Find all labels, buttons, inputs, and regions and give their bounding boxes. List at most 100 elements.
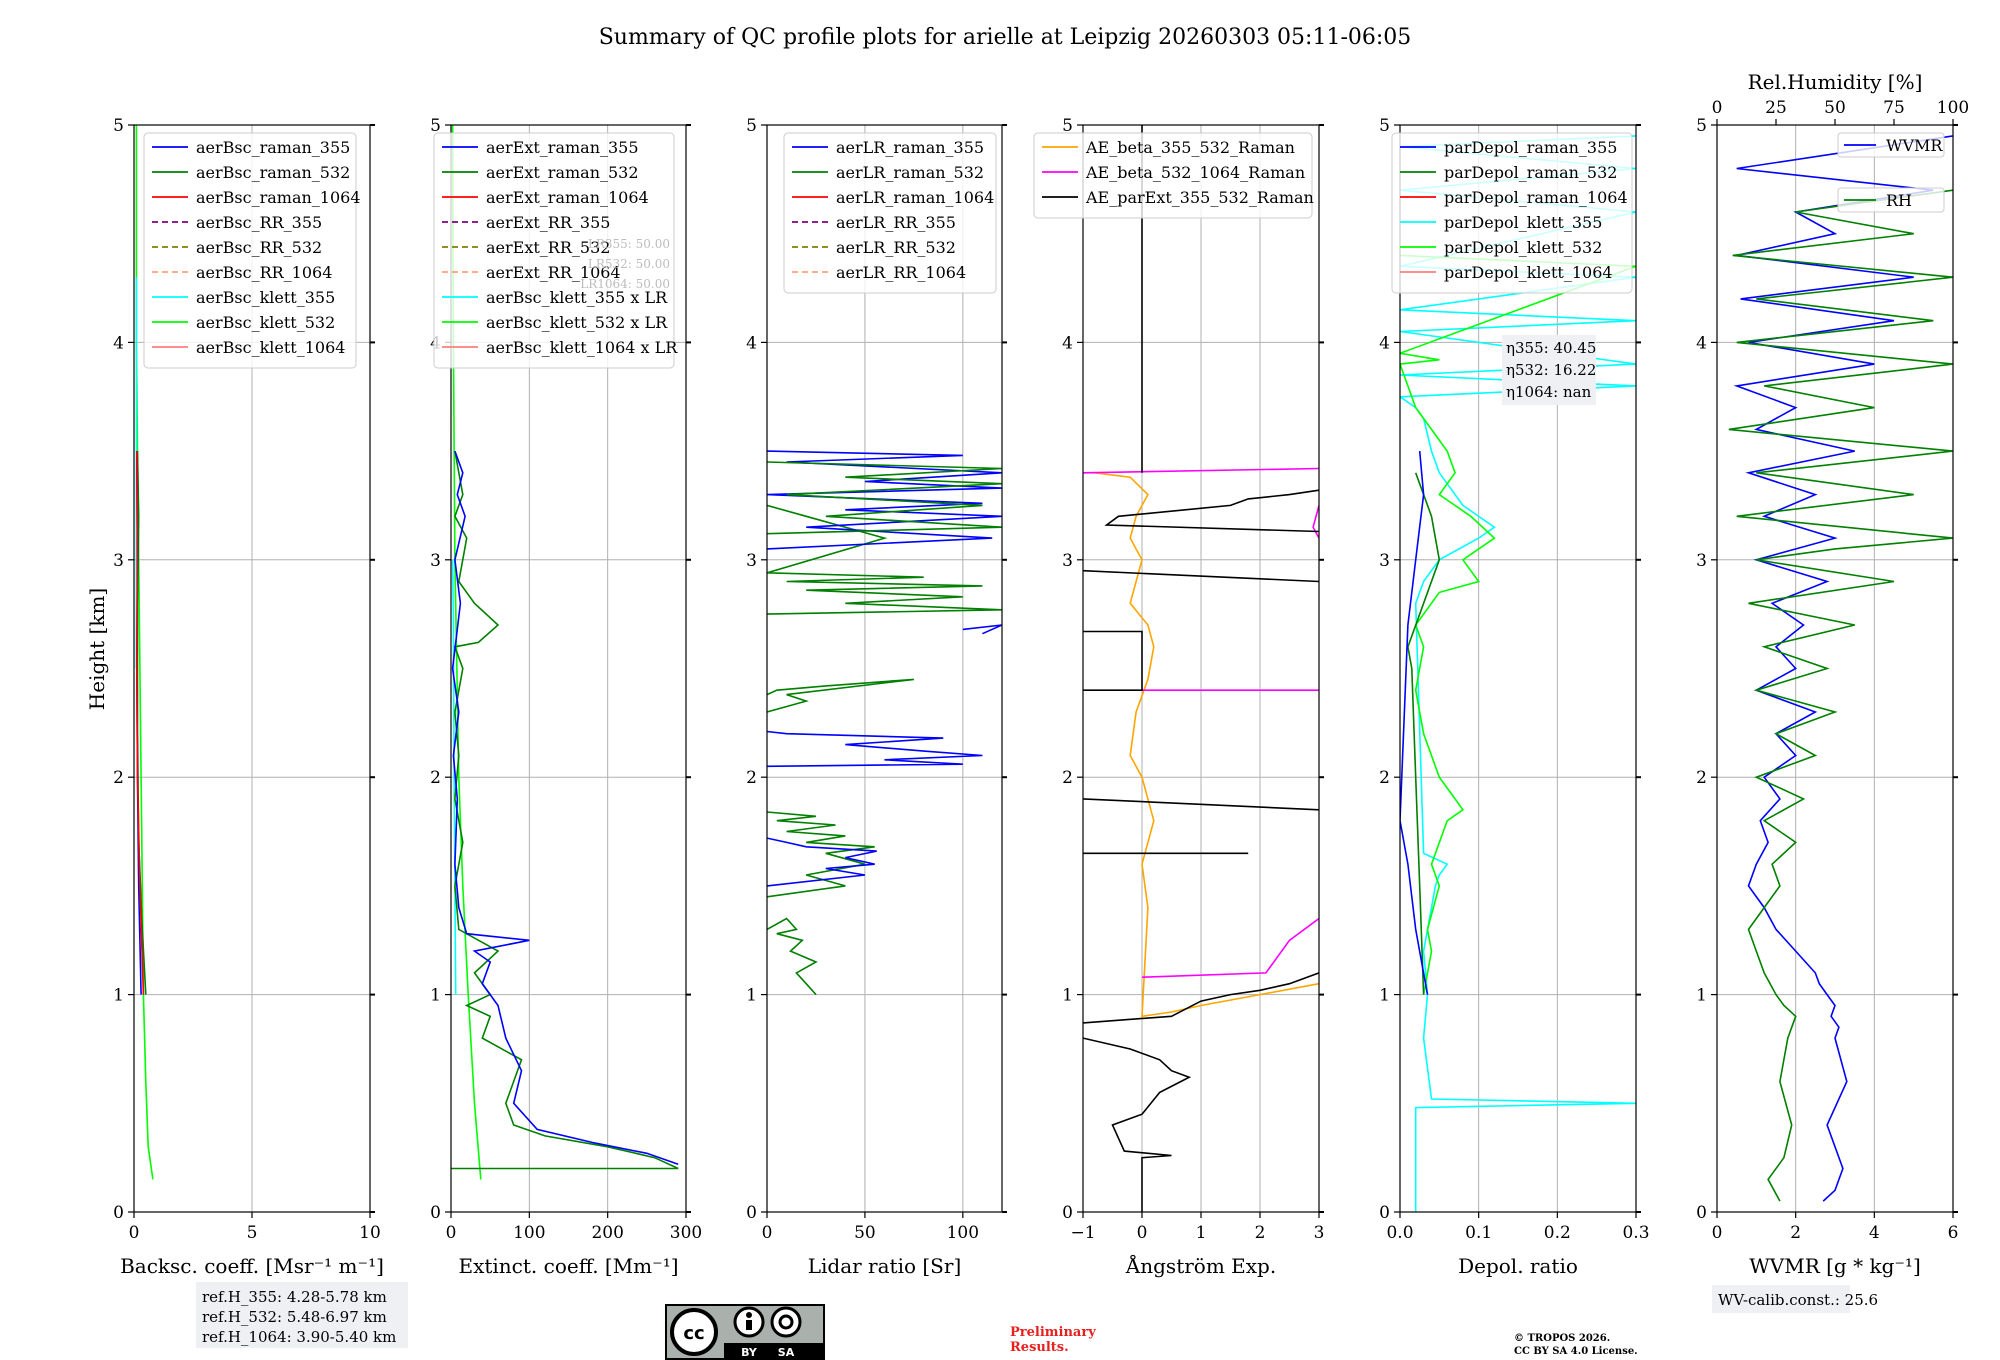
lr-annotation: LR355: 50.00: [588, 237, 670, 251]
y-tick-label: 4: [746, 333, 757, 353]
legend-entry: aerExt_RR_355: [486, 213, 610, 232]
legend-lr: aerLR_raman_355 aerLR_raman_532 aerLR_rama…: [783, 132, 997, 294]
preliminary-line2: Results.: [1010, 1340, 1069, 1355]
sa-label: SA: [778, 1346, 795, 1359]
x-tick-label: 10: [359, 1223, 381, 1243]
axes-frame: [1399, 124, 1637, 1213]
y-tick-label: 2: [1379, 768, 1390, 788]
x-tick-label: 5: [247, 1223, 258, 1243]
series-line-aerLR_raman_532: [767, 811, 875, 898]
legend-entry: aerLR_raman_355: [836, 138, 984, 157]
x-tick-label: 6: [1948, 1223, 1959, 1243]
series-line-parDepol_klett_532: [1400, 254, 1636, 995]
axes-frame: [1716, 124, 1954, 1213]
y-tick-label: 0: [1696, 1203, 1707, 1223]
x-tick-label: 50: [854, 1223, 876, 1243]
legend-ae: AE_beta_355_532_Raman AE_beta_532_1064_Ra…: [1033, 132, 1314, 219]
legend-entry: aerBsc_klett_532 x LR: [486, 313, 668, 332]
legend-entry: WVMR: [1886, 136, 1943, 155]
legend-entry: aerBsc_klett_355: [196, 288, 335, 307]
preliminary-line1: Preliminary: [1010, 1325, 1096, 1340]
x-tick-label: 0: [446, 1223, 457, 1243]
legend-entry: parDepol_klett_1064: [1444, 263, 1613, 282]
legend-entry: parDepol_raman_532: [1444, 163, 1617, 182]
y-tick-label: 4: [1379, 333, 1390, 353]
y-tick-label: 0: [113, 1203, 124, 1223]
x-tick-label: 0: [1712, 1223, 1723, 1243]
y-tick-label: 3: [1062, 551, 1073, 571]
ref-h-355: ref.H_355: 4.28-5.78 km: [202, 1288, 387, 1306]
y-tick-label: 1: [1379, 986, 1390, 1006]
x-tick-label: 1: [1196, 1223, 1207, 1243]
y-tick-label: 5: [113, 116, 124, 136]
y-tick-label: 4: [1062, 333, 1073, 353]
legend-entry: aerLR_RR_355: [836, 213, 956, 232]
series-line-AE_parExt_355_532_Raman: [1083, 798, 1319, 811]
series-line-AE_beta_532_1064_Raman: [1083, 467, 1319, 474]
legend-wv: WVMR RH: [1837, 132, 1945, 213]
series-group: [1400, 135, 1636, 1212]
cc-license-badge: cc BY SA: [665, 1304, 825, 1360]
legend-entry: aerBsc_RR_532: [196, 238, 322, 257]
y-tick-label: 2: [430, 768, 441, 788]
legend-entry: aerLR_raman_1064: [836, 188, 994, 207]
y-tick-label: 5: [746, 116, 757, 136]
series-group: [451, 125, 679, 1180]
ref-heights-box: ref.H_355: 4.28-5.78 km ref.H_532: 5.48-…: [196, 1282, 408, 1348]
series-group: [1083, 125, 1319, 1212]
eta-annotation: η355: 40.45: [1506, 339, 1596, 357]
series-line-AE_beta_355_532_Raman: [1083, 471, 1319, 1018]
x2-tick-label: 0: [1712, 98, 1723, 118]
x-axis-label: Depol. ratio: [1458, 1254, 1578, 1278]
axes-frame: [450, 124, 687, 1213]
cc-logo-text: cc: [683, 1323, 704, 1344]
legend-entry: aerBsc_klett_1064 x LR: [486, 338, 678, 357]
wv-calib-box: WV-calib.const.: 25.6: [1712, 1285, 1878, 1313]
ref-h-532: ref.H_532: 5.48-6.97 km: [202, 1308, 387, 1326]
legend-depol: parDepol_raman_355 parDepol_raman_532 parD…: [1391, 132, 1633, 294]
lr-annotation: LR532: 50.00: [588, 257, 670, 271]
x-axis-label: Extinct. coeff. [Mm⁻¹]: [458, 1254, 678, 1278]
legend-entry: RH: [1886, 191, 1912, 210]
x-tick-label: 0: [1137, 1223, 1148, 1243]
y-tick-label: 1: [113, 986, 124, 1006]
y-tick-label: 0: [430, 1203, 441, 1223]
panel-lr: 0 50 100 0 1 2 3 4 5 Lidar ratio [Sr] aerLR_raman_…: [746, 116, 1007, 1278]
legend-entry: aerLR_RR_1064: [836, 263, 966, 282]
legend-entry: aerLR_RR_532: [836, 238, 956, 257]
legend-entry: parDepol_raman_355: [1444, 138, 1617, 157]
y-tick-label: 3: [430, 551, 441, 571]
series-line-AE_parExt_355_532_Raman: [1083, 1037, 1192, 1212]
y-tick-label: 0: [1379, 1203, 1390, 1223]
series-line-aerLR_raman_355: [962, 624, 1002, 635]
legend-entry: parDepol_klett_532: [1444, 238, 1602, 257]
y-tick-label: 2: [746, 768, 757, 788]
y-tick-label: 0: [746, 1203, 757, 1223]
copyright-line1: © TROPOS 2026.: [1514, 1333, 1610, 1344]
legend-entry: aerBsc_RR_355: [196, 213, 322, 232]
series-group: [1728, 135, 1953, 1202]
legend-entry: parDepol_klett_355: [1444, 213, 1602, 232]
series-group: [767, 450, 1002, 996]
legend-entry: aerBsc_klett_355 x LR: [486, 288, 668, 307]
x-tick-label: 2: [1790, 1223, 1801, 1243]
y-tick-label: 2: [1062, 768, 1073, 788]
series-line-aerExt_raman_355: [451, 450, 679, 1165]
series-line-WVMR: [1733, 135, 1953, 1202]
x-tick-label: 0.0: [1386, 1223, 1413, 1243]
x-tick-label: 4: [1869, 1223, 1880, 1243]
series-line-aerLR_raman_532: [767, 504, 1002, 615]
legend-entry: aerBsc_klett_532: [196, 313, 335, 332]
y-tick-label: 2: [113, 768, 124, 788]
y-tick-label: 2: [1696, 768, 1707, 788]
y-tick-label: 5: [1379, 116, 1390, 136]
x-axis-label: Lidar ratio [Sr]: [808, 1254, 962, 1278]
x-tick-label: 0: [129, 1223, 140, 1243]
legend-bsc: aerBsc_raman_355 aerBsc_raman_532 aerBsc_r…: [143, 132, 361, 369]
x-tick-label: 0.3: [1622, 1223, 1649, 1243]
y-tick-label: 1: [746, 986, 757, 1006]
y-tick-label: 5: [430, 116, 441, 136]
